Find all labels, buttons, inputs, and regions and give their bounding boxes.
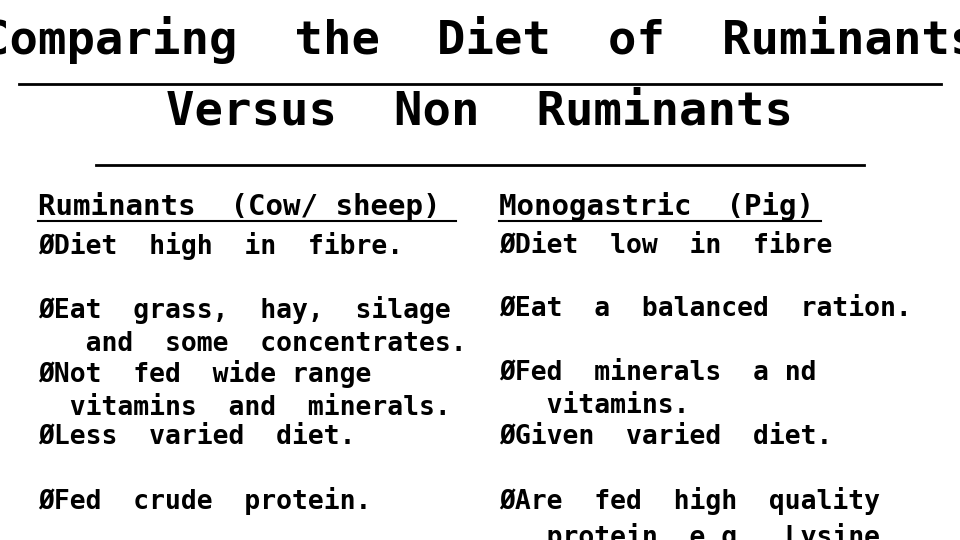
Text: Versus  Non  Ruminants: Versus Non Ruminants — [166, 89, 794, 134]
Text: Monogastric  (Pig): Monogastric (Pig) — [499, 192, 814, 221]
Text: Comparing  the  Diet  of  Ruminants: Comparing the Diet of Ruminants — [0, 16, 960, 64]
Text: ØLess  varied  diet.: ØLess varied diet. — [38, 423, 356, 449]
Text: ØEat  a  balanced  ration.: ØEat a balanced ration. — [499, 296, 912, 322]
Text: Ruminants  (Cow/ sheep): Ruminants (Cow/ sheep) — [38, 192, 441, 221]
Text: ØDiet  low  in  fibre: ØDiet low in fibre — [499, 232, 832, 258]
Text: ØAre  fed  high  quality
   protein  e.g.  Lysine.: ØAre fed high quality protein e.g. Lysin… — [499, 487, 896, 540]
Text: ØDiet  high  in  fibre.: ØDiet high in fibre. — [38, 232, 403, 260]
Text: ØFed  minerals  a nd
   vitamins.: ØFed minerals a nd vitamins. — [499, 360, 817, 419]
Text: ØGiven  varied  diet.: ØGiven varied diet. — [499, 423, 832, 449]
Text: ØFed  crude  protein.: ØFed crude protein. — [38, 487, 372, 515]
Text: ØNot  fed  wide range
  vitamins  and  minerals.: ØNot fed wide range vitamins and mineral… — [38, 360, 451, 421]
Text: ØEat  grass,  hay,  silage
   and  some  concentrates.: ØEat grass, hay, silage and some concent… — [38, 296, 467, 357]
